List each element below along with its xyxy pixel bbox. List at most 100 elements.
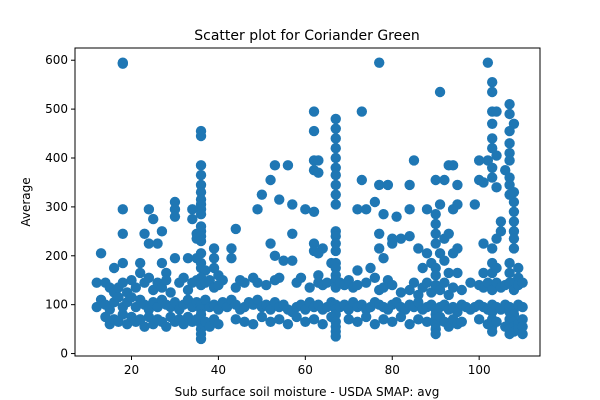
scatter-point <box>387 316 398 327</box>
scatter-point <box>487 86 498 98</box>
scatter-point <box>95 248 107 259</box>
scatter-point <box>413 243 424 254</box>
scatter-point <box>169 196 181 208</box>
scatter-point <box>473 174 485 186</box>
scatter-point <box>169 211 181 222</box>
scatter-point <box>187 213 198 225</box>
scatter-point <box>504 172 515 183</box>
scatter-point <box>352 265 363 276</box>
scatter-point <box>504 147 515 159</box>
scatter-point <box>134 257 146 269</box>
scatter-point <box>278 255 289 266</box>
scatter-point <box>434 199 446 210</box>
scatter-point <box>404 179 415 191</box>
scatter-point <box>265 316 276 327</box>
scatter-point <box>421 204 433 215</box>
scatter-point <box>139 321 150 332</box>
scatter-point <box>387 238 398 249</box>
scatter-point <box>369 272 381 283</box>
scatter-point <box>300 204 311 215</box>
scatter-point <box>343 314 354 325</box>
scatter-point <box>91 277 102 288</box>
scatter-point <box>421 248 433 259</box>
scatter-point <box>508 206 520 217</box>
scatter-point <box>321 277 333 288</box>
scatter-point <box>195 130 207 142</box>
scatter-point <box>313 270 324 281</box>
scatter-point <box>226 253 237 264</box>
scatter-point <box>378 253 389 264</box>
scatter-point <box>182 253 194 264</box>
scatter-point <box>504 138 515 149</box>
scatter-point <box>504 189 515 200</box>
scatter-point <box>482 57 494 68</box>
scatter-point <box>443 267 454 279</box>
scatter-point <box>156 226 168 237</box>
scatter-point <box>469 199 481 210</box>
scatter-point <box>447 204 459 215</box>
scatter-point <box>187 204 198 215</box>
scatter-point <box>295 272 307 283</box>
scatter-point <box>517 277 528 288</box>
scatter-point <box>491 106 502 117</box>
scatter-point <box>430 328 441 340</box>
x-tick-label: 80 <box>385 363 400 377</box>
scatter-point <box>387 279 398 291</box>
scatter-point <box>447 282 459 293</box>
chart-title: Scatter plot for Coriander Green <box>194 28 419 44</box>
scatter-point <box>143 272 155 283</box>
scatter-point <box>287 199 298 210</box>
scatter-point <box>487 172 498 183</box>
scatter-point <box>282 160 294 171</box>
x-tick-label: 100 <box>468 363 491 377</box>
scatter-point <box>239 316 250 327</box>
scatter-point <box>117 204 128 215</box>
scatter-point <box>513 262 524 274</box>
scatter-point <box>452 179 463 191</box>
scatter-point <box>395 287 407 298</box>
scatter-point <box>430 238 441 249</box>
scatter-point <box>152 238 163 249</box>
scatter-point <box>178 272 189 283</box>
scatter-point <box>374 228 385 239</box>
x-axis-label: Sub surface soil moisture - USDA SMAP: a… <box>175 385 440 399</box>
scatter-point <box>452 267 463 279</box>
scatter-point <box>356 174 368 186</box>
scatter-point <box>395 311 407 323</box>
scatter-point <box>378 314 389 325</box>
scatter-point <box>313 248 324 259</box>
scatter-point <box>404 231 415 242</box>
scatter-point <box>478 238 489 249</box>
scatter-point <box>195 179 207 191</box>
scatter-point <box>230 223 241 235</box>
scatter-point <box>143 238 155 249</box>
scatter-point <box>208 253 220 264</box>
scatter-point <box>308 206 320 217</box>
scatter-point <box>308 125 320 137</box>
scatter-point <box>447 248 459 259</box>
x-tick-label: 20 <box>124 363 139 377</box>
scatter-point <box>404 319 415 330</box>
scatter-point <box>117 228 128 239</box>
scatter-point <box>217 275 228 286</box>
scatter-point <box>352 279 363 291</box>
scatter-point <box>430 228 441 239</box>
scatter-point <box>256 311 268 323</box>
y-tick-label: 500 <box>45 102 68 116</box>
scatter-point <box>413 314 424 325</box>
scatter-point <box>495 216 507 227</box>
scatter-point <box>330 262 341 274</box>
points-layer <box>91 57 528 345</box>
scatter-point <box>487 326 498 337</box>
scatter-point <box>517 301 528 313</box>
scatter-point <box>365 262 376 274</box>
scatter-point <box>139 228 150 239</box>
scatter-point <box>113 292 124 303</box>
scatter-point <box>274 194 285 205</box>
scatter-point <box>195 160 207 171</box>
scatter-point <box>430 209 441 220</box>
scatter-point <box>434 86 446 98</box>
scatter-point <box>382 179 394 191</box>
